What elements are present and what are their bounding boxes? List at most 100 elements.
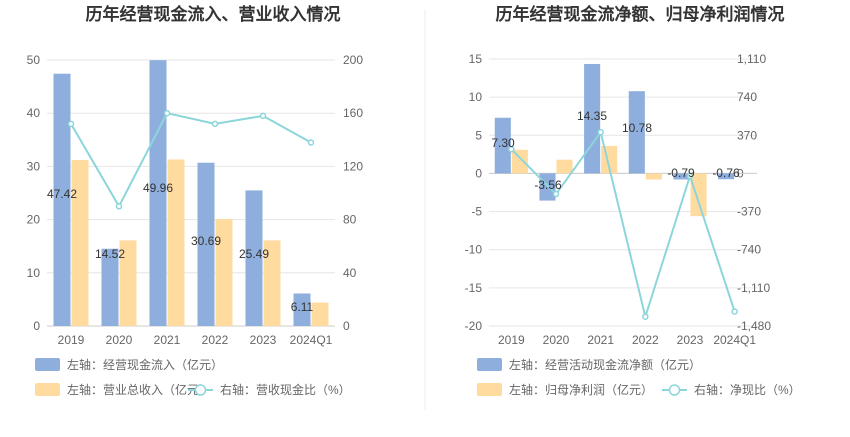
bar-primary [628,91,645,174]
left-axis-tick-label: 5 [475,128,482,142]
right-axis-tick-label: 120 [343,159,363,173]
bar-secondary [556,159,573,174]
bar-primary [197,162,215,326]
ratio-point [163,109,171,117]
bar-primary [673,173,690,180]
bar-primary [718,173,735,180]
data-label: 6.11 [291,300,314,314]
bar-secondary [71,160,89,326]
left-axis-tick-label: 30 [27,159,41,173]
ratio-point [552,190,560,198]
x-axis-tick-label: 2022 [202,333,229,347]
legend-label[interactable]: 右轴：营收现金比（%） [220,382,351,397]
bar-secondary [167,159,185,326]
right-axis-tick-label: -1,480 [737,319,771,333]
left-axis-tick-label: -20 [465,319,483,333]
bar-secondary [690,173,707,217]
right-axis-tick-label: -1,110 [737,281,770,295]
right-axis-tick-label: 370 [737,128,757,142]
chart-title: 历年经营现金流净额、归母净利润情况 [496,4,785,24]
x-axis-tick-label: 2023 [677,333,704,347]
right-axis-tick-label: -370 [737,205,761,219]
legend-line-marker [668,384,681,396]
left-axis-tick-label: 50 [27,53,41,67]
ratio-point [259,112,267,120]
x-axis-tick-label: 2021 [154,333,181,347]
right-axis-tick-label: 80 [343,213,357,227]
x-axis-tick-label: 2020 [543,333,570,347]
ratio-point [731,308,738,315]
right-axis-tick-label: 40 [343,266,357,280]
data-label: 47.42 [47,187,77,201]
left-axis-tick-label: 20 [27,213,41,227]
left-axis-tick-label: 10 [27,266,41,280]
right-axis-tick-label: 0 [343,319,350,333]
left-axis-tick-label: 0 [33,319,40,333]
data-label: 25.49 [239,247,269,261]
x-axis-tick-label: 2021 [587,333,614,347]
data-label: 7.30 [491,136,515,150]
left-axis-tick-label: -15 [465,281,483,295]
bar-secondary [215,219,233,326]
bar-secondary [263,240,281,326]
bar-primary [293,293,311,326]
bar-primary [101,248,119,326]
bar-secondary [511,149,528,174]
data-label: -3.56 [534,178,562,192]
netcash-profit-chart: 历年经营现金流净额、归母净利润情况 -20 -15 -10 -5 0 5 10 15 -1,480… [465,4,801,397]
legend-label[interactable]: 左轴：经营现金流入（亿元） [67,357,223,372]
bar-primary [149,60,167,326]
legend-label[interactable]: 左轴：营业总收入（亿元） [67,382,211,397]
right-axis-tick-label: 740 [737,90,757,104]
data-label: 14.35 [577,109,607,123]
data-label: 49.96 [143,181,173,195]
bar-primary [53,73,71,326]
left-axis-tick-label: -5 [471,205,482,219]
data-label: 14.52 [95,247,125,261]
bar-secondary [645,173,662,180]
left-axis-tick-label: -10 [465,243,483,257]
legend-swatch[interactable] [477,383,502,396]
right-axis-tick-label: 160 [343,106,363,120]
bar-secondary [311,302,329,326]
left-axis-tick-label: 0 [475,166,482,180]
legend-swatch[interactable] [35,358,60,371]
legend-swatch[interactable] [35,383,60,396]
x-axis-tick-label: 2024Q1 [290,333,333,347]
ratio-point [597,128,604,136]
ratio-point [686,172,694,180]
bar-secondary [119,240,137,326]
legend-label[interactable]: 右轴：净现比（%） [694,382,801,397]
x-axis-tick-label: 2019 [498,333,525,347]
ratio-point [115,203,123,210]
x-axis-tick-label: 2023 [250,333,277,347]
ratio-line [510,129,736,321]
data-label: -0.76 [712,166,740,180]
ratio-point [211,120,219,128]
data-label: 10.78 [622,121,652,135]
bar-primary [245,190,263,326]
x-axis-tick-label: 2019 [58,333,85,347]
right-axis-tick-label: 1,110 [737,52,766,66]
data-label: 30.69 [191,234,221,248]
left-axis-tick-label: 10 [469,90,483,104]
ratio-point [508,145,515,153]
ratio-point [642,313,649,320]
x-axis-tick-label: 2020 [106,333,133,347]
ratio-point [307,139,315,146]
data-label: -0.79 [667,166,695,180]
x-axis-tick-label: 2022 [632,333,659,347]
ratio-line [70,112,312,209]
left-axis-tick-label: 40 [27,106,41,120]
cashflow-revenue-chart: 历年经营现金流入、营业收入情况 0 10 20 30 40 50 0 40 80 120 160 200… [27,4,364,397]
legend-label[interactable]: 左轴：归母净利润（亿元） [509,382,653,397]
right-axis-tick-label: -740 [737,243,761,257]
bar-primary [494,117,511,174]
chart-title: 历年经营现金流入、营业收入情况 [86,4,341,24]
legend-label[interactable]: 左轴：经营活动现金流净额（亿元） [509,357,701,372]
bar-primary [584,63,601,174]
left-axis-tick-label: 15 [469,52,483,66]
legend-swatch[interactable] [477,358,502,371]
right-axis-tick-label: 200 [343,53,363,67]
